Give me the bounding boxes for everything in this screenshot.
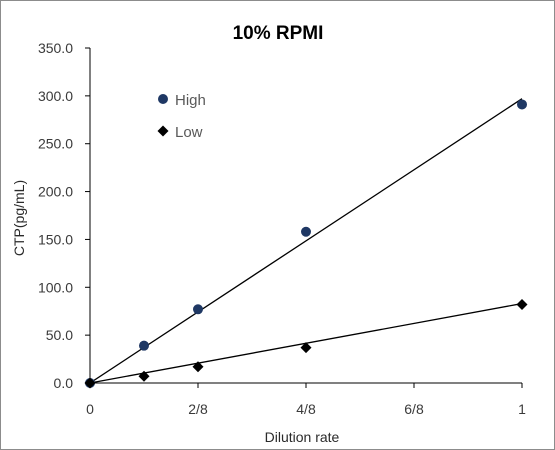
- y-tick-label: 100.0: [38, 279, 73, 295]
- legend: High Low: [157, 92, 206, 141]
- legend-marker-low: [157, 125, 169, 137]
- y-tick-label: 0.0: [54, 375, 74, 391]
- legend-label-low: Low: [175, 124, 203, 141]
- x-axis-label: Dilution rate: [265, 429, 340, 445]
- x-tick-label: 6/8: [404, 401, 424, 417]
- x-tick-label: 4/8: [296, 401, 316, 417]
- y-tick-label: 250.0: [38, 136, 73, 152]
- data-point-low: [84, 377, 96, 389]
- y-axis-label: CTP(pg/mL): [11, 180, 27, 256]
- data-point-high: [193, 304, 203, 315]
- legend-marker-high: [158, 94, 168, 104]
- data-point-high: [139, 340, 149, 351]
- y-tick-label: 50.0: [46, 327, 73, 343]
- data-point-low: [138, 370, 150, 382]
- x-tick-label: 1: [518, 401, 526, 417]
- data-markers: [84, 99, 528, 389]
- trendline-high: [89, 98, 523, 384]
- chart-title: 10% RPMI: [233, 23, 324, 44]
- y-axis-ticks: 0.0 50.0 100.0 150.0 200.0 250.0 300.0 350.0: [38, 40, 90, 391]
- y-tick-label: 350.0: [38, 40, 73, 56]
- x-tick-label: 2/8: [188, 401, 208, 417]
- data-point-high: [301, 226, 311, 237]
- data-point-low: [300, 342, 312, 354]
- data-point-low: [516, 299, 528, 311]
- y-tick-label: 200.0: [38, 184, 73, 200]
- x-tick-label: 0: [86, 401, 94, 417]
- data-point-high: [517, 99, 527, 110]
- y-tick-label: 300.0: [38, 88, 73, 104]
- y-tick-label: 150.0: [38, 231, 73, 247]
- trendlines: [89, 98, 523, 384]
- legend-label-high: High: [175, 92, 206, 109]
- data-point-low: [192, 361, 204, 373]
- x-axis-ticks: 0 2/8 4/8 6/8 1: [86, 383, 526, 417]
